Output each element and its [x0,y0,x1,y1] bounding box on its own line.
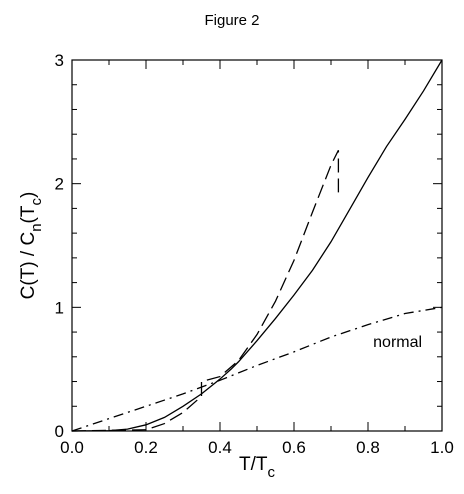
x-tick-label: 0.4 [208,438,232,457]
y-axis-title: C(T) / Cn(Tc) [18,192,45,300]
x-tick-label: 0.6 [282,438,306,457]
y-tick-label: 3 [55,51,64,70]
y-axis-label: C(T) / Cn(Tc) [18,192,45,300]
figure-title: Figure 2 [204,12,260,29]
annotations: normal [373,334,422,351]
x-tick-label: 0.8 [356,438,380,457]
series-line-dashdot [71,306,443,432]
series-line-solid [71,59,443,432]
plot-frame [71,59,443,432]
x-axis-label: T/Tc [239,454,276,481]
y-tick-label: 2 [55,175,64,194]
axis-ticks [71,59,443,432]
axis-tick-labels: 0.0 0.2 0.4 0.6 0.8 1.0 0 1 2 3 [55,51,454,457]
x-tick-label: 0.2 [134,438,158,457]
x-axis-title: T/Tc [239,454,276,481]
x-tick-label: 0.0 [60,438,84,457]
y-tick-label: 0 [55,422,64,441]
series-line-dashed [71,149,340,432]
data-series [71,59,443,432]
x-tick-label: 1.0 [430,438,454,457]
y-tick-label: 1 [55,298,64,317]
annotation-normal: normal [373,334,422,351]
